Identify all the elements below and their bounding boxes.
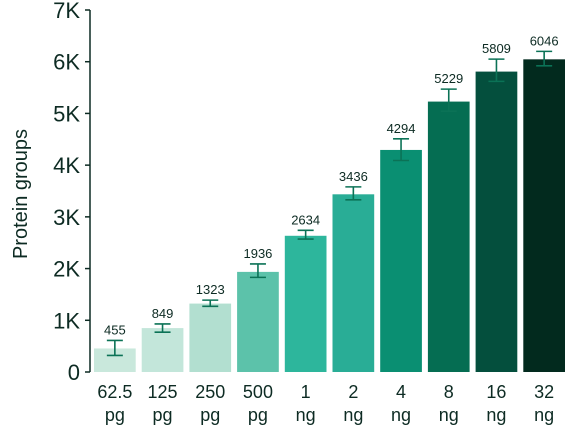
- bar: [284, 235, 327, 372]
- data-labels: 455 849 1323 1936 2634 3436 4294 5229 5809 6046: [104, 33, 559, 337]
- x-category-unit: pg: [200, 405, 220, 425]
- data-label: 5229: [434, 71, 463, 86]
- bar: [475, 71, 518, 373]
- error-bar: [393, 137, 410, 162]
- y-tick-label: 1K: [53, 308, 80, 333]
- x-category-unit: ng: [296, 405, 316, 425]
- x-category-value: 4: [396, 382, 406, 402]
- error-bar: [440, 88, 457, 113]
- x-category-value: 125: [148, 382, 178, 402]
- x-category-unit: ng: [391, 405, 411, 425]
- x-axis-categories: 62.5 pg 125 pg 250 pg 500 pg 1 ng 2 ng 4 ng 8 ng 16 ng 32 n…: [97, 382, 554, 425]
- y-axis-title: Protein groups: [10, 129, 32, 259]
- bar: [237, 271, 279, 372]
- x-category-value: 16: [486, 382, 506, 402]
- data-label: 4294: [387, 121, 416, 136]
- y-tick-label: 4K: [53, 153, 80, 178]
- x-category-value: 1: [301, 382, 311, 402]
- data-label: 455: [104, 322, 126, 337]
- x-category-value: 8: [444, 382, 454, 402]
- bar: [427, 101, 470, 372]
- bar: [141, 328, 184, 372]
- bar: [523, 59, 565, 373]
- error-bar: [488, 58, 505, 83]
- bars: [94, 59, 565, 373]
- x-category-value: 500: [243, 382, 273, 402]
- data-label: 3436: [339, 169, 368, 184]
- x-category-unit: ng: [439, 405, 459, 425]
- data-label: 6046: [530, 33, 559, 48]
- x-category-unit: pg: [153, 405, 173, 425]
- y-tick-label: 5K: [53, 101, 80, 126]
- data-label: 1936: [243, 246, 272, 261]
- bar: [189, 303, 232, 372]
- error-bar: [249, 263, 266, 279]
- x-category-unit: pg: [105, 405, 125, 425]
- bar: [380, 149, 422, 372]
- x-category-value: 32: [534, 382, 554, 402]
- error-bar: [106, 339, 123, 357]
- data-label: 1323: [196, 282, 225, 297]
- error-bars: [106, 50, 553, 357]
- y-tick-label: 6K: [53, 50, 80, 75]
- y-tick-label: 3K: [53, 205, 80, 230]
- x-category-value: 2: [348, 382, 358, 402]
- y-tick-label: 0: [68, 360, 80, 385]
- y-axis-ticks: 0 1K 2K 3K 4K 5K 6K 7K: [53, 0, 90, 385]
- x-category-value: 250: [195, 382, 225, 402]
- x-category-unit: pg: [248, 405, 268, 425]
- y-tick-label: 2K: [53, 257, 80, 282]
- x-category-unit: ng: [343, 405, 363, 425]
- x-category-unit: ng: [534, 405, 554, 425]
- error-bar: [536, 50, 553, 67]
- error-bar: [202, 299, 219, 308]
- x-category-unit: ng: [486, 405, 506, 425]
- x-category-value: 62.5: [97, 382, 132, 402]
- y-axis-title-group: Protein groups: [10, 129, 32, 259]
- error-bar: [297, 229, 314, 240]
- bar: [332, 194, 375, 372]
- y-tick-label: 7K: [53, 0, 80, 23]
- bar: [94, 348, 136, 372]
- data-label: 5809: [482, 41, 511, 56]
- error-bar: [345, 186, 362, 201]
- data-label: 849: [152, 306, 174, 321]
- error-bar: [154, 323, 171, 333]
- data-label: 2634: [291, 212, 320, 227]
